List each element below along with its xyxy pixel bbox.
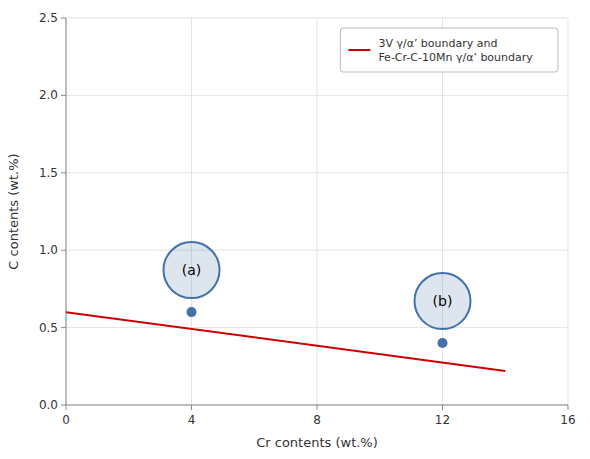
x-axis-label: Cr contents (wt.%) [256, 435, 378, 450]
x-tick-label: 4 [188, 413, 196, 427]
y-tick [61, 327, 66, 328]
annotations: (a) (b) [164, 242, 471, 329]
legend: 3V γ/α’ boundary andFe-Cr-C-10Mn γ/α’ bo… [340, 28, 558, 72]
y-grid-line [66, 327, 568, 328]
y-tick [61, 250, 66, 251]
y-axis-line [66, 18, 67, 405]
x-grid-line [317, 18, 318, 405]
label-circle [415, 273, 471, 329]
x-tick [442, 405, 443, 410]
point-label: (a) [182, 262, 202, 278]
point [187, 307, 197, 317]
y-tick [61, 18, 66, 19]
point-label: (b) [433, 293, 453, 309]
x-tick [66, 405, 67, 410]
label-circle [164, 242, 220, 298]
y-tick-label: 2.5 [39, 11, 58, 25]
legend-swatch [348, 49, 370, 51]
x-grid-line [568, 18, 569, 405]
y-tick-label: 0.5 [39, 321, 58, 335]
y-grid-line [66, 172, 568, 173]
legend-label-line: Fe-Cr-C-10Mn γ/α’ boundary [378, 51, 533, 64]
x-tick-label: 8 [313, 413, 321, 427]
x-tick-label: 12 [435, 413, 450, 427]
legend-label: 3V γ/α’ boundary andFe-Cr-C-10Mn γ/α’ bo… [378, 37, 533, 64]
y-tick-label: 0.0 [39, 398, 58, 412]
x-axis-line [66, 405, 568, 406]
x-tick-label: 0 [62, 413, 70, 427]
grid [66, 18, 568, 405]
chart: 0 4 8 12 16 0.0 0.5 1.0 1.5 2.0 2.5 Cr contents (wt… [0, 0, 590, 459]
x-tick [191, 405, 192, 410]
x-grid-line [66, 18, 67, 405]
y-tick-label: 2.0 [39, 88, 58, 102]
point [438, 338, 448, 348]
y-tick [61, 95, 66, 96]
y-grid-line [66, 405, 568, 406]
x-tick [317, 405, 318, 410]
x-tick [568, 405, 569, 410]
y-grid-line [66, 250, 568, 251]
legend-label-line: 3V γ/α’ boundary and [378, 37, 497, 50]
legend-box [340, 28, 558, 72]
y-axis-label: C contents (wt.%) [6, 153, 21, 269]
x-tick-label: 16 [560, 413, 575, 427]
y-tick-label: 1.5 [39, 166, 58, 180]
y-tick-label: 1.0 [39, 243, 58, 257]
y-tick [61, 405, 66, 406]
y-grid-line [66, 95, 568, 96]
y-tick [61, 172, 66, 173]
axes: 0 4 8 12 16 0.0 0.5 1.0 1.5 2.0 2.5 [39, 11, 576, 427]
x-grid-line [191, 18, 192, 405]
y-grid-line [66, 18, 568, 19]
